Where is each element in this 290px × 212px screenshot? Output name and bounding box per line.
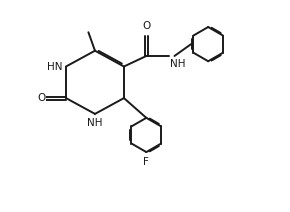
Text: HN: HN	[47, 61, 62, 71]
Text: O: O	[142, 21, 151, 31]
Text: F: F	[143, 157, 149, 167]
Text: NH: NH	[170, 59, 186, 69]
Text: O: O	[37, 93, 45, 103]
Text: NH: NH	[87, 118, 103, 128]
